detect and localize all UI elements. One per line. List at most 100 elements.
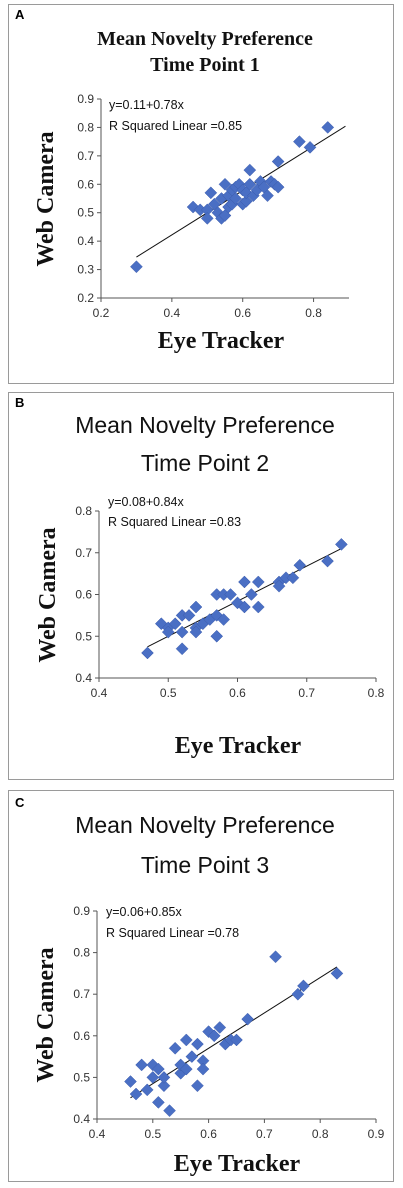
x-axis-label: Eye Tracker [158,328,285,354]
y-tick-label: 0.9 [73,904,90,918]
panel-letter: C [15,795,25,810]
data-point [140,1083,154,1097]
data-point [152,1062,165,1076]
data-point [182,609,196,622]
data-point [157,1079,171,1093]
y-tick-label: 0.8 [77,120,94,134]
data-point [146,1071,160,1084]
regression-equation: y=0.11+0.78x [109,98,185,112]
y-tick-label: 0.8 [75,504,92,518]
chart-title-line: Mean Novelty Preference [75,412,335,438]
data-point [251,575,265,589]
panel-letter: A [15,7,25,22]
data-point [303,140,317,154]
data-point [335,538,348,551]
y-tick-label: 0.5 [73,1070,90,1084]
data-point [218,177,232,191]
data-point [204,186,218,200]
data-point [321,554,334,568]
data-point [191,1079,204,1093]
x-tick-label: 0.4 [164,306,181,320]
x-tick-label: 0.8 [305,306,322,320]
data-point [152,1096,165,1109]
data-point [244,588,258,601]
data-point [297,979,310,993]
y-tick-label: 0.4 [73,1112,90,1126]
data-point [141,646,154,660]
x-tick-label: 0.9 [368,1127,385,1141]
data-point [161,625,175,639]
data-point [175,642,189,656]
panel-letter: B [15,395,24,410]
data-point [243,177,257,191]
x-tick-label: 0.7 [298,686,315,700]
x-tick-label: 0.8 [312,1127,329,1141]
data-point [238,575,251,589]
y-tick-label: 0.8 [73,946,90,960]
data-point [269,950,282,964]
x-axis-label: Eye Tracker [174,1151,301,1177]
y-tick-label: 0.6 [75,588,92,602]
data-point [129,1087,143,1101]
x-tick-label: 0.5 [160,686,177,700]
data-point [229,192,242,205]
chart-title-line: Time Point 2 [141,450,269,476]
data-point [135,1058,148,1072]
data-point [293,558,307,572]
x-tick-label: 0.6 [200,1127,217,1141]
data-point [251,600,265,614]
data-point [157,1071,171,1084]
data-point [293,135,306,148]
y-tick-label: 0.7 [77,149,94,163]
r-squared-label: R Squared Linear =0.78 [106,926,239,940]
data-point [179,1062,193,1076]
data-point [238,600,251,614]
y-axis-label: Web Camera [33,947,59,1082]
data-point [210,629,224,643]
data-point [189,600,203,614]
data-point [185,1050,199,1063]
y-tick-label: 0.5 [77,206,94,220]
data-point [168,617,182,631]
data-point [207,1029,221,1043]
data-point [272,579,286,593]
x-tick-label: 0.8 [368,686,385,700]
chart-title-line: Time Point 1 [150,54,260,76]
y-tick-label: 0.6 [77,177,94,191]
data-point [261,189,274,203]
data-point [291,987,305,1001]
x-tick-label: 0.7 [256,1127,273,1141]
regression-equation: y=0.08+0.84x [108,495,185,509]
data-point [196,1062,210,1076]
y-tick-label: 0.4 [75,671,92,685]
data-point [330,967,344,980]
r-squared-label: R Squared Linear =0.83 [108,515,241,529]
data-point [321,121,335,134]
x-tick-label: 0.4 [91,686,108,700]
data-point [217,613,231,626]
data-point [271,180,285,194]
y-tick-label: 0.2 [77,291,94,305]
regression-equation: y=0.06+0.85x [106,905,183,919]
y-tick-label: 0.6 [73,1029,90,1043]
y-tick-label: 0.3 [77,263,94,277]
x-axis-label: Eye Tracker [175,733,302,759]
chart-title-line: Mean Novelty Preference [97,28,313,50]
y-tick-label: 0.9 [77,92,94,106]
chart-panel-b: B Mean Novelty Preference Time Point 2 0.4 0… [8,392,394,780]
y-tick-label: 0.4 [77,234,94,248]
chart-panel-a: A Mean Novelty Preference Time Point 1 0.2 0… [8,4,394,384]
data-point [271,155,285,168]
data-point [179,1033,193,1047]
y-axis-label: Web Camera [35,527,61,662]
x-tick-label: 0.5 [144,1127,161,1141]
y-tick-label: 0.5 [75,629,92,643]
data-point [213,1021,227,1034]
data-point [239,194,253,208]
r-squared-label: R Squared Linear =0.85 [109,119,242,133]
x-tick-label: 0.2 [93,306,110,320]
data-point [189,625,203,639]
